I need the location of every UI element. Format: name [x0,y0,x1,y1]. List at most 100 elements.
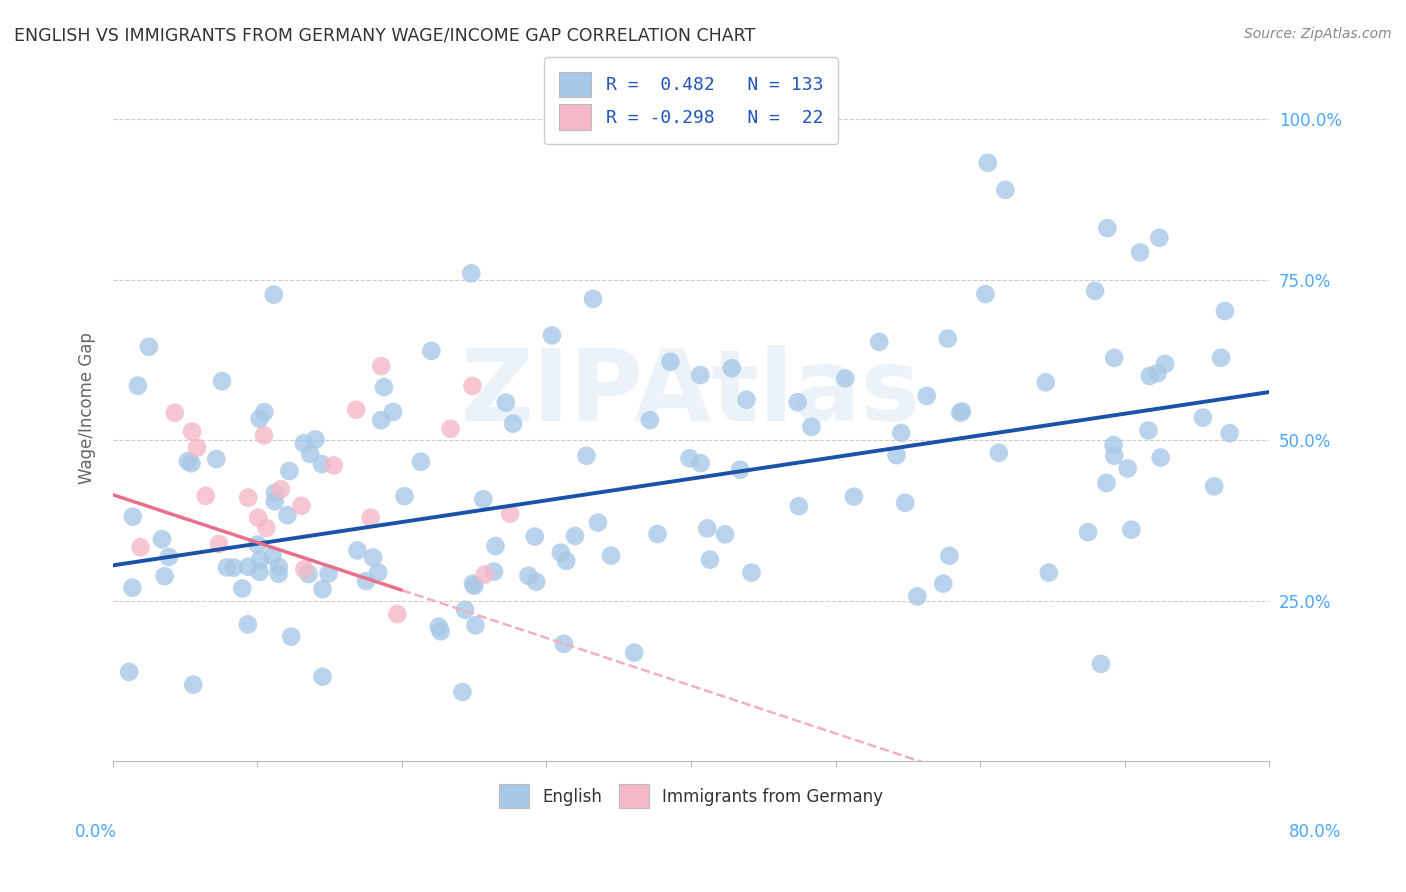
Point [304,433,326,447]
Point [461,576,484,591]
Point [932,576,955,591]
Point [370,413,392,427]
Point [263,287,285,301]
Point [311,457,333,471]
Point [429,624,451,639]
Point [186,441,208,455]
Point [254,521,277,535]
Point [1137,424,1160,438]
Point [886,448,908,462]
Point [740,566,762,580]
Point [1102,351,1125,365]
Point [787,499,810,513]
Point [270,482,292,496]
Point [1102,449,1125,463]
Point [1102,438,1125,452]
Point [177,454,200,468]
Point [638,413,661,427]
Point [482,565,505,579]
Point [1121,523,1143,537]
Text: ZIPAtlas: ZIPAtlas [461,345,921,442]
Point [264,486,287,500]
Point [267,560,290,574]
Point [463,579,485,593]
Point [292,436,315,450]
Point [1097,221,1119,235]
Point [915,389,938,403]
Legend: English, Immigrants from Germany: English, Immigrants from Germany [491,776,891,816]
Point [1192,410,1215,425]
Point [236,617,259,632]
Point [409,455,432,469]
Point [564,529,586,543]
Point [689,456,711,470]
Point [499,507,522,521]
Point [118,665,141,679]
Point [278,464,301,478]
Point [208,537,231,551]
Point [367,566,389,580]
Point [354,574,377,588]
Point [157,549,180,564]
Point [786,395,808,409]
Point [181,678,204,692]
Point [394,489,416,503]
Point [181,425,204,439]
Point [263,494,285,508]
Point [205,452,228,467]
Point [1209,351,1232,365]
Point [249,553,271,567]
Point [1149,450,1171,465]
Point [949,406,972,420]
Point [987,446,1010,460]
Point [1129,245,1152,260]
Point [550,546,572,560]
Point [484,539,506,553]
Text: Source: ZipAtlas.com: Source: ZipAtlas.com [1244,27,1392,41]
Point [236,559,259,574]
Point [1219,426,1241,441]
Point [464,618,486,632]
Point [215,560,238,574]
Point [1084,284,1107,298]
Point [659,355,682,369]
Point [346,543,368,558]
Point [361,550,384,565]
Point [427,620,450,634]
Point [1038,566,1060,580]
Point [360,510,382,524]
Text: 0.0%: 0.0% [75,822,117,840]
Point [454,603,477,617]
Point [974,287,997,301]
Point [290,499,312,513]
Y-axis label: Wage/Income Gap: Wage/Income Gap [79,332,96,484]
Point [582,292,605,306]
Point [517,568,540,582]
Point [387,607,409,621]
Point [370,359,392,373]
Point [267,566,290,581]
Point [249,565,271,579]
Point [524,574,547,589]
Point [936,332,959,346]
Point [420,343,443,358]
Point [344,402,367,417]
Point [318,566,340,581]
Point [297,567,319,582]
Point [894,496,917,510]
Point [276,508,298,523]
Point [586,516,609,530]
Point [253,405,276,419]
Point [280,630,302,644]
Point [292,562,315,576]
Point [194,489,217,503]
Point [720,361,742,376]
Point [247,510,270,524]
Point [495,395,517,409]
Point [502,417,524,431]
Point [1090,657,1112,671]
Point [938,549,960,563]
Point [696,521,718,535]
Point [541,328,564,343]
Point [373,380,395,394]
